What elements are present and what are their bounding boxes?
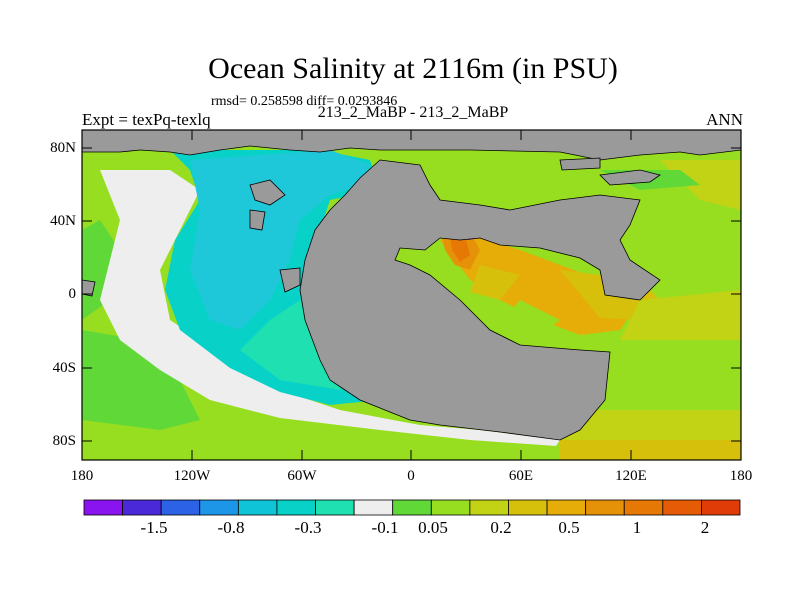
map-field	[82, 130, 741, 460]
colorbar-swatch	[662, 499, 702, 516]
colorbar-swatch	[623, 499, 664, 516]
colorbar-swatch	[546, 499, 587, 516]
colorbar-label: -0.8	[217, 518, 245, 537]
colorbar-swatch	[585, 499, 625, 516]
axis-ticks	[81, 130, 742, 460]
y-tick-label: 40S	[52, 360, 76, 376]
x-tick-label: 0	[407, 468, 415, 484]
y-tick-label: 80N	[50, 140, 76, 156]
case-names: 213_2_MaBP - 213_2_MaBP	[317, 104, 509, 121]
y-tick-label: 40N	[50, 213, 76, 229]
y-tick-label: 80S	[52, 433, 76, 449]
colorbar-swatch	[392, 499, 432, 516]
colorbar-swatch	[701, 499, 741, 516]
colorbar-label: -0.3	[294, 518, 322, 537]
x-tick-label: 60E	[508, 468, 534, 484]
colorbar-swatch	[315, 499, 355, 516]
colorbar-label: 0.5	[558, 518, 580, 537]
plot-title: Ocean Salinity at 2116m (in PSU)	[208, 52, 618, 85]
colorbar-swatch	[237, 499, 278, 516]
x-tick-label: 180	[70, 468, 94, 484]
colorbar-swatch	[353, 499, 394, 516]
colorbar-swatch	[160, 499, 201, 516]
colorbar-swatch	[276, 499, 316, 516]
colorbar-swatch	[430, 499, 471, 516]
x-tick-label: 120E	[615, 468, 647, 484]
colorbar-swatch	[122, 499, 162, 516]
colorbar-label: -1.5	[140, 518, 168, 537]
colorbar-label: 1	[632, 518, 642, 537]
colorbar-swatch	[508, 499, 548, 516]
colorbar-label: -0.1	[371, 518, 399, 537]
colorbar-label: 0.05	[418, 518, 448, 537]
x-tick-label: 180	[729, 468, 753, 484]
experiment-label: Expt = texPq-texlq	[82, 110, 211, 129]
x-tick-label: 120W	[173, 468, 211, 484]
y-tick-label: 0	[68, 286, 77, 302]
colorbar-swatch	[83, 499, 123, 516]
stats-line: rmsd= 0.258598 diff= 0.0293846	[211, 94, 398, 109]
colorbar-swatch	[469, 499, 509, 516]
season-label: ANN	[706, 110, 743, 129]
colorbar-label: 0.2	[490, 518, 512, 537]
colorbar-swatch	[199, 499, 239, 516]
colorbar-label: 2	[700, 518, 710, 537]
colorbar	[83, 499, 741, 516]
x-tick-label: 60W	[287, 468, 317, 484]
